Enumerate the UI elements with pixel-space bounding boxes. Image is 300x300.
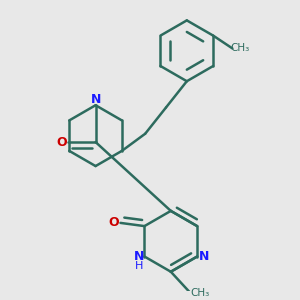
Text: N: N — [199, 250, 209, 263]
Text: CH₃: CH₃ — [190, 287, 209, 298]
Text: N: N — [90, 93, 101, 106]
Text: CH₃: CH₃ — [231, 44, 250, 53]
Text: H: H — [134, 261, 143, 271]
Text: O: O — [108, 216, 119, 230]
Text: O: O — [56, 136, 67, 148]
Text: N: N — [134, 250, 144, 263]
